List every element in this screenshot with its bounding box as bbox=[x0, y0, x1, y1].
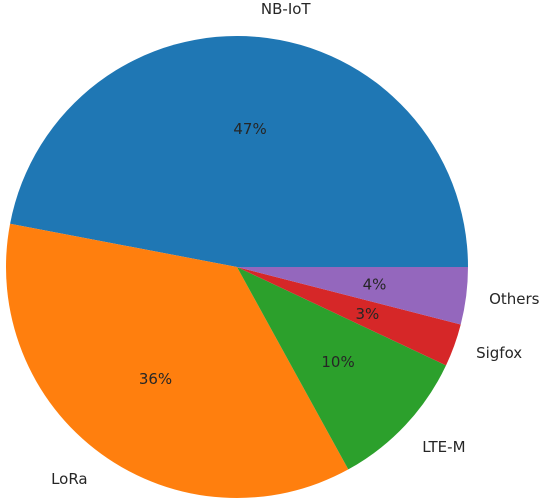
pie-slice-lora bbox=[5, 223, 349, 499]
pie-slice-others bbox=[237, 267, 468, 325]
percent-label-nb-iot: 47% bbox=[233, 120, 266, 138]
pie-labels: 47% NB-IoT 36% LoRa 10% LTE-M 3% Sigfox 4% Others bbox=[51, 0, 540, 488]
pie-slice-sigfox bbox=[237, 267, 461, 366]
percent-label-lora: 36% bbox=[139, 370, 172, 388]
category-label-others: Others bbox=[489, 290, 540, 308]
category-label-lte-m: LTE-M bbox=[422, 438, 465, 456]
category-label-nb-iot: NB-IoT bbox=[261, 0, 312, 18]
pie-slice-nb-iot bbox=[10, 35, 469, 268]
pie-slices bbox=[5, 35, 469, 499]
category-label-lora: LoRa bbox=[51, 470, 88, 488]
percent-label-sigfox: 3% bbox=[356, 305, 380, 323]
percent-label-others: 4% bbox=[363, 275, 387, 293]
pie-slice-lte-m bbox=[237, 267, 447, 470]
category-label-sigfox: Sigfox bbox=[476, 344, 522, 362]
percent-label-lte-m: 10% bbox=[321, 353, 354, 371]
